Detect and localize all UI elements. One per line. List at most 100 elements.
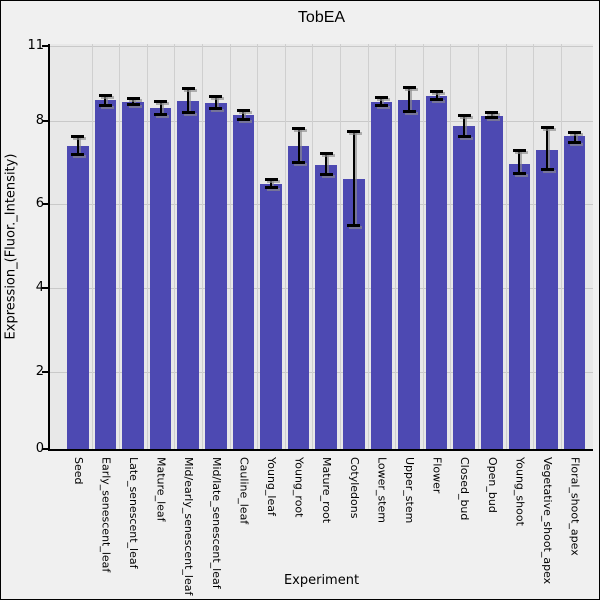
error-bar-cap <box>568 140 582 144</box>
y-tick-mark <box>42 203 48 205</box>
bar-Flower <box>425 96 448 449</box>
error-bar-cap <box>347 129 361 133</box>
vertical-gridline <box>367 44 369 449</box>
error-bar-cap <box>209 95 223 99</box>
x-category-label: Mid/early_senescent_leaf <box>182 457 196 596</box>
bar-Closed_bud <box>453 125 475 449</box>
x-axis-line <box>48 449 593 451</box>
error-bar-stem <box>159 101 162 115</box>
vertical-gridline <box>395 44 397 449</box>
error-bar-cap <box>319 151 333 155</box>
vertical-gridline <box>450 44 452 449</box>
chart-title: TobEA <box>297 9 346 26</box>
error-bar-stem <box>270 179 272 188</box>
error-bar-cap <box>264 177 278 181</box>
bar-Upper_stem <box>398 99 420 449</box>
error-bar-cap <box>292 160 306 164</box>
vertical-gridline <box>229 44 231 449</box>
vertical-gridline <box>202 44 203 449</box>
error-bar-stem <box>546 127 548 170</box>
vertical-gridline <box>119 44 121 449</box>
bar-Vegetative_shoot_apex <box>536 149 558 449</box>
vertical-gridline <box>560 44 562 449</box>
bar-Young_shoot <box>508 163 531 449</box>
y-tick-mark <box>42 119 48 122</box>
y-tick-mark <box>42 371 48 373</box>
vertical-gridline <box>174 44 176 449</box>
error-bar-stem <box>104 95 107 106</box>
vertical-gridline <box>533 44 535 449</box>
error-bar-cap <box>457 114 471 118</box>
x-category-label: Mature_leaf <box>154 457 168 522</box>
error-bar-cap <box>485 110 499 114</box>
bar-Floral_shoot_apex <box>563 136 586 449</box>
error-bar-cap <box>126 103 140 106</box>
y-tick-label: 2 <box>35 364 44 379</box>
error-bar-stem <box>187 88 190 113</box>
vertical-gridline <box>257 44 259 449</box>
x-category-label: Cauline_leaf <box>237 457 251 525</box>
error-bar-cap <box>540 167 554 171</box>
y-tick-label: 6 <box>35 196 44 211</box>
vertical-gridline <box>478 44 479 449</box>
y-tick-label: 11 <box>27 37 44 53</box>
error-bar-cap <box>485 116 499 120</box>
y-tick-label: 0 <box>35 441 44 456</box>
x-category-label: Vegetative_shoot_apex <box>541 457 554 585</box>
error-bar-stem <box>408 87 410 112</box>
error-bar-cap <box>98 103 112 107</box>
bar-Mid/late_senescent_leaf <box>205 102 227 449</box>
vertical-gridline <box>91 44 93 449</box>
bar-Mature_root <box>315 165 337 449</box>
error-bar-cap <box>154 99 168 103</box>
error-bar-cap <box>98 93 112 97</box>
error-bar-stem <box>490 112 493 118</box>
error-bar-cap <box>568 131 582 135</box>
y-tick-label: 8 <box>35 112 44 128</box>
x-category-label: Late_senescent_leaf <box>127 457 140 569</box>
error-bar-cap <box>430 89 444 93</box>
bar-Late_senescent_leaf <box>122 101 144 449</box>
bar-Young_leaf <box>260 183 282 449</box>
error-bar-cap <box>236 109 250 112</box>
error-bar-stem <box>76 136 79 155</box>
bar-Seed <box>67 145 89 449</box>
error-bar-stem <box>297 128 300 163</box>
vertical-gridline <box>340 44 341 449</box>
error-bar-cap <box>126 96 140 100</box>
bar-Open_bud <box>481 115 503 449</box>
error-bar-cap <box>374 104 388 108</box>
bar-Early_senescent_leaf <box>94 99 117 449</box>
x-category-label: Floral_shoot_apex <box>568 457 582 556</box>
error-bar-stem <box>132 98 134 105</box>
y-tick-label: 4 <box>35 280 44 295</box>
vertical-gridline <box>422 44 424 449</box>
bar-Young_root <box>287 145 310 449</box>
error-bar-cap <box>71 152 85 156</box>
x-category-label: Cotyledons <box>347 457 361 519</box>
x-category-label: Young_leaf <box>265 457 278 516</box>
bar-Lower_stem <box>370 102 393 449</box>
error-bar-cap <box>181 111 195 114</box>
y-axis-title: Expression_(Fluor._Intensity) <box>3 153 19 340</box>
error-bar-stem <box>214 96 217 109</box>
error-bar-cap <box>154 112 168 116</box>
y-tick-mark <box>42 287 48 289</box>
x-category-label: Flower <box>430 457 444 494</box>
x-axis-title: Experiment <box>283 573 360 588</box>
vertical-gridline <box>312 44 314 449</box>
error-bar-cap <box>430 98 444 102</box>
error-bar-cap <box>71 134 85 138</box>
error-bar-cap <box>402 109 416 113</box>
horizontal-gridline <box>50 45 593 47</box>
x-category-label: Seed <box>71 457 85 485</box>
x-category-label: Open_bud <box>485 457 499 513</box>
x-category-label: Closed_bud <box>458 457 472 521</box>
error-bar-cap <box>374 95 388 99</box>
y-tick-mark <box>42 448 48 450</box>
error-bar-cap <box>209 106 223 110</box>
x-category-label: Lower_stem <box>375 457 389 523</box>
error-bar-cap <box>236 117 250 121</box>
vertical-gridline <box>146 44 148 449</box>
